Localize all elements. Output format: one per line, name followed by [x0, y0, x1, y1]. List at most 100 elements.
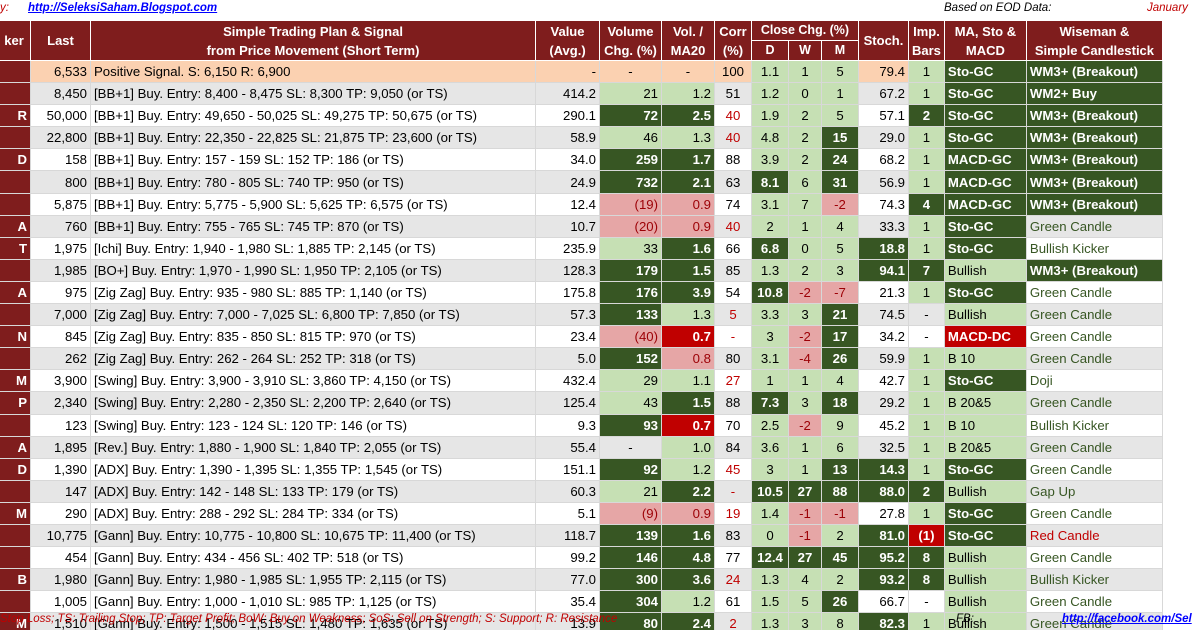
last-price-cell: 1,975 [30, 236, 91, 260]
close-chg-w-cell: 0 [788, 236, 822, 260]
wiseman-cell: Red Candle [1025, 523, 1163, 548]
imp-bars-cell: 1 [908, 457, 945, 481]
stoch-cell: 93.2 [858, 568, 909, 592]
last-price-cell: 290 [30, 501, 91, 525]
table-row: 123 [Swing] Buy. Entry: 123 - 124 SL: 120… [0, 413, 1163, 437]
close-chg-w-cell: 6 [788, 170, 822, 194]
wiseman-cell: Green Candle [1025, 391, 1163, 415]
value-cell: 5.0 [535, 347, 600, 371]
close-chg-m-cell: 5 [821, 236, 859, 260]
ticker-cell: R [0, 104, 31, 128]
stoch-cell: 74.5 [858, 303, 909, 327]
volume-chg-cell: (40) [599, 325, 662, 349]
fb-link[interactable]: http://facebook.com/Sel [1062, 613, 1192, 625]
col-wiseman: Wiseman & Simple Candlestick [1025, 20, 1163, 61]
imp-bars-cell: 1 [908, 59, 945, 84]
last-price-cell: 2,340 [30, 391, 91, 415]
footer: Stop Loss; TS: Trailing Stop; TP: Target… [0, 611, 1200, 630]
close-chg-d-cell: 1.4 [751, 501, 789, 525]
plan-cell: [BB+1] Buy. Entry: 755 - 765 SL: 745 TP:… [90, 214, 536, 238]
col-plan: Simple Trading Plan & Signal from Price M… [90, 20, 536, 61]
close-chg-d-cell: 1.1 [751, 59, 789, 84]
ma-signal-cell: Sto-GC [943, 523, 1027, 548]
wiseman-cell: Green Candle [1025, 457, 1163, 481]
table-row: 22,800 [BB+1] Buy. Entry: 22,350 - 22,825… [0, 126, 1163, 150]
close-chg-w-cell: -4 [788, 347, 822, 371]
ma-signal-cell: Sto-GC [943, 457, 1027, 481]
close-chg-m-cell: 1 [821, 82, 859, 106]
last-price-cell: 975 [30, 280, 91, 305]
col-stoch: Stoch. [858, 20, 909, 61]
ticker-cell [0, 347, 31, 371]
corr-cell: 19 [714, 501, 752, 525]
wiseman-cell: WM2+ Buy [1025, 82, 1163, 106]
plan-cell: [BO+] Buy. Entry: 1,970 - 1,990 SL: 1,95… [90, 258, 536, 282]
stoch-cell: 27.8 [858, 501, 909, 525]
plan-cell: [BB+1] Buy. Entry: 22,350 - 22,825 SL: 2… [90, 126, 536, 150]
volume-chg-cell: (19) [599, 192, 662, 216]
wiseman-cell: Gap Up [1025, 479, 1163, 503]
corr-cell: 85 [714, 258, 752, 282]
plan-cell: [BB+1] Buy. Entry: 5,775 - 5,900 SL: 5,6… [90, 192, 536, 216]
close-chg-w-cell: 1 [788, 435, 822, 459]
vol-ma20-cell: - [661, 59, 715, 84]
last-price-cell: 10,775 [30, 523, 91, 548]
ma-signal-cell: B 20&5 [943, 391, 1027, 415]
imp-bars-cell: (1) [908, 523, 945, 548]
close-chg-d-cell: 8.1 [751, 170, 789, 194]
close-chg-d-cell: 12.4 [751, 546, 789, 570]
stoch-cell: 68.2 [858, 148, 909, 172]
stoch-cell: 29.2 [858, 391, 909, 415]
imp-bars-cell: 1 [908, 435, 945, 459]
imp-bars-cell: 1 [908, 236, 945, 260]
value-cell: 57.3 [535, 303, 600, 327]
last-price-cell: 454 [30, 546, 91, 570]
ticker-cell: T [0, 236, 31, 260]
last-price-cell: 50,000 [30, 104, 91, 128]
value-cell: 128.3 [535, 258, 600, 282]
table-row: 5,875 [BB+1] Buy. Entry: 5,775 - 5,900 SL… [0, 192, 1163, 216]
wiseman-cell: Green Candle [1025, 435, 1163, 459]
ticker-cell: P [0, 391, 31, 415]
col-m: M [821, 40, 859, 61]
close-chg-m-cell: 17 [821, 325, 859, 349]
wiseman-cell: WM3+ (Breakout) [1025, 148, 1163, 172]
ticker-cell: B [0, 568, 31, 592]
blog-link[interactable]: http://SeleksiSaham.Blogspot.com [28, 2, 218, 14]
plan-cell: [BB+1] Buy. Entry: 780 - 805 SL: 740 TP:… [90, 170, 536, 194]
close-chg-d-cell: 0 [751, 523, 789, 548]
plan-cell: [ADX] Buy. Entry: 288 - 292 SL: 284 TP: … [90, 501, 536, 525]
vol-ma20-cell: 1.2 [661, 457, 715, 481]
ma-signal-cell: B 10 [943, 413, 1027, 437]
plan-cell: [Zig Zag] Buy. Entry: 935 - 980 SL: 885 … [90, 280, 536, 305]
legend-text: Stop Loss; TS: Trailing Stop; TP: Target… [0, 613, 618, 625]
ticker-cell [0, 126, 31, 150]
volume-chg-cell: 93 [599, 413, 662, 437]
last-price-cell: 6,533 [30, 59, 91, 84]
vol-ma20-cell: 3.6 [661, 568, 715, 592]
volume-chg-cell: 33 [599, 236, 662, 260]
volume-chg-cell: 46 [599, 126, 662, 150]
ticker-cell [0, 479, 31, 503]
close-chg-w-cell: 1 [788, 59, 822, 84]
ticker-cell: D [0, 148, 31, 172]
imp-bars-cell: 1 [908, 612, 945, 630]
volume-chg-cell: 72 [599, 104, 662, 128]
ma-signal-cell: MACD-GC [943, 192, 1027, 216]
imp-bars-cell: 1 [908, 82, 945, 106]
value-cell: 151.1 [535, 457, 600, 481]
close-chg-w-cell: 2 [788, 104, 822, 128]
vol-ma20-cell: 0.9 [661, 214, 715, 238]
volume-chg-cell: 732 [599, 170, 662, 194]
wiseman-cell: WM3+ (Breakout) [1025, 192, 1163, 216]
close-chg-m-cell: -1 [821, 501, 859, 525]
close-chg-d-cell: 7.3 [751, 391, 789, 415]
wiseman-cell: Green Candle [1025, 280, 1163, 305]
close-chg-d-cell: 6.8 [751, 236, 789, 260]
vol-ma20-cell: 0.9 [661, 501, 715, 525]
close-chg-w-cell: -2 [788, 280, 822, 305]
table-row: M 3,900 [Swing] Buy. Entry: 3,900 - 3,910 … [0, 369, 1163, 393]
close-chg-d-cell: 3.3 [751, 303, 789, 327]
plan-cell: [Gann] Buy. Entry: 1,000 - 1,010 SL: 985… [90, 590, 536, 614]
